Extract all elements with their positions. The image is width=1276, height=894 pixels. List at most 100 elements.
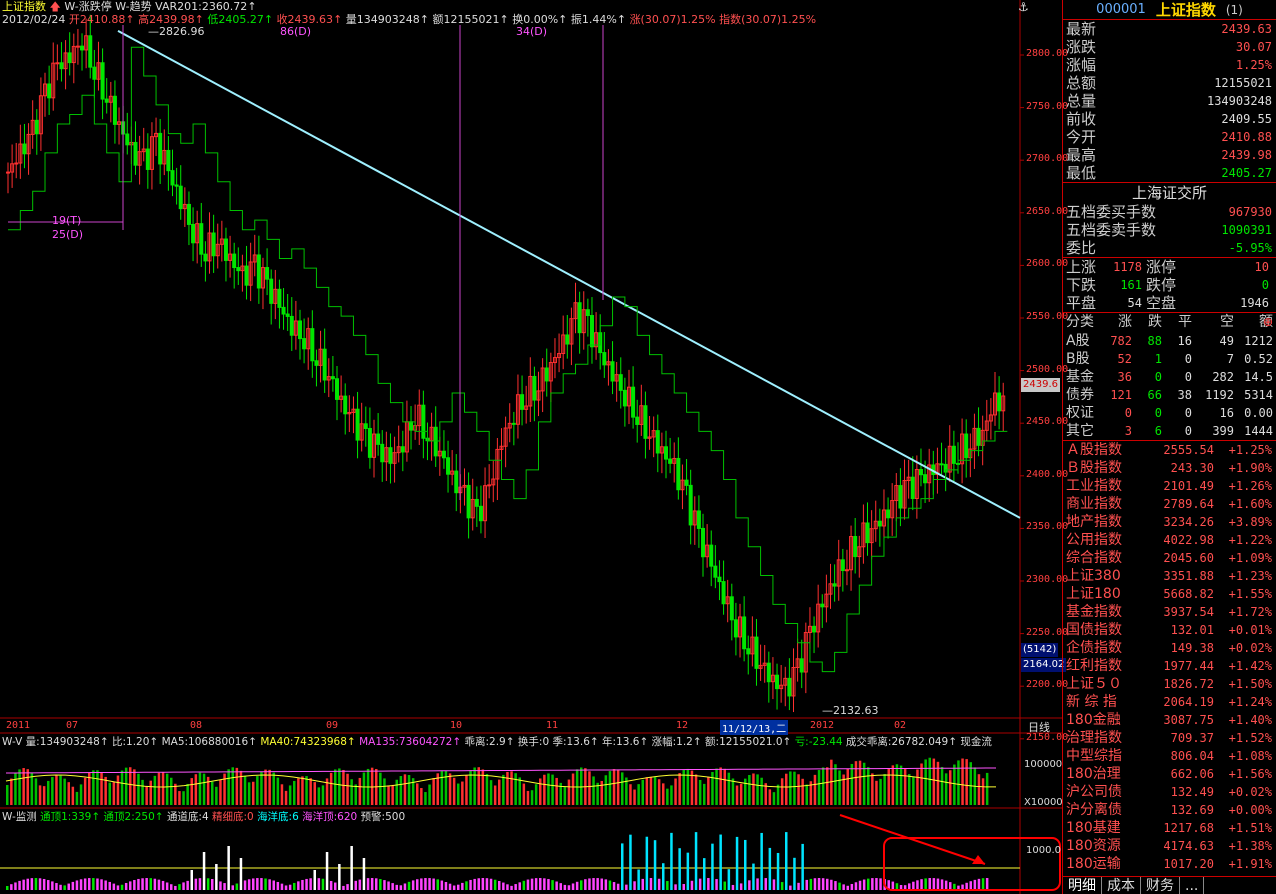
category-label: A股 [1066,333,1090,349]
volume-bar [391,784,394,805]
index-row[interactable]: 红利指数 1977.44 +1.42% [1063,657,1276,675]
volume-bar [358,777,362,805]
index-row[interactable]: 综合指数 2045.60 +1.09% [1063,549,1276,567]
price-tick: 2500.00 [1026,363,1069,375]
index-row[interactable]: 上证５０ 1826.72 +1.50% [1063,675,1276,693]
category-header-cell: 跌 [1148,314,1162,330]
monitor-name[interactable]: W-监测 [2,811,37,823]
candle-body [721,581,726,605]
volume-bar [629,784,632,805]
index-row[interactable]: Ｂ股指数 243.30 +1.90% [1063,459,1276,477]
period-label[interactable]: 日线 [1028,721,1050,734]
monitor-bar [936,878,940,890]
monitor-bar [621,843,624,890]
anchor-icon[interactable]: ⚓ [1018,0,1029,14]
volume-bar [707,777,710,805]
monitor-bar [247,879,251,890]
monitor-bar [375,878,378,890]
date-tick: 12 [676,720,689,731]
indicator-name-2[interactable]: W-趋势 [115,0,152,13]
quote-value: 2405.27 [1221,166,1272,180]
index-name: 红利指数 [1066,658,1122,674]
quote-value: 30.07 [1235,40,1272,54]
category-row[interactable]: B股 52 1 0 7 0.52 [1063,350,1276,368]
chart-canvas[interactable] [0,0,1062,894]
index-row[interactable]: 工业指数 2101.49 +1.26% [1063,477,1276,495]
category-empty: 282 [1212,370,1234,384]
vol-ma135: MA135:73604272 [359,736,453,748]
index-list[interactable]: Ａ股指数 2555.54 +1.25% Ｂ股指数 243.30 +1.90% 工业指数 210… [1063,441,1276,873]
index-row[interactable]: 沪分离债 132.69 +0.00% [1063,801,1276,819]
index-row[interactable]: 企债指数 149.38 +0.02% [1063,639,1276,657]
candle-body [779,684,784,690]
price-tick: 2350.00 [1026,521,1069,533]
sidebar-tab[interactable]: 明细 [1063,877,1102,894]
index-row[interactable]: 新 综 指 2064.19 +1.24% [1063,693,1276,711]
volume-bar [670,785,673,805]
monitor-bar [489,878,493,890]
index-row[interactable]: 地产指数 3234.26 +3.89% [1063,513,1276,531]
volume-bar [124,767,128,805]
index-row[interactable]: 基金指数 3937.54 +1.72% [1063,603,1276,621]
volume-bar [399,776,403,805]
monitor-bar [744,839,747,890]
category-row[interactable]: 债券 121 66 38 1192 5314 [1063,386,1276,404]
index-row[interactable]: 180基建 1217.68 +1.51% [1063,819,1276,837]
monitor-bar [457,884,460,890]
category-amount: 0.52 [1244,352,1273,366]
index-change: +1.24% [1228,695,1272,709]
candle-body [104,98,109,103]
candle-body [396,446,401,454]
vol-indicator-name[interactable]: W-V [2,736,23,748]
index-row[interactable]: 国债指数 132.01 +0.01% [1063,621,1276,639]
volume-bar [916,769,919,805]
index-value: 2045.60 [1163,551,1214,565]
volume-bar [170,777,173,805]
volume-bar [108,782,111,805]
monitor-bar [596,878,599,890]
monitor-bar [120,884,124,890]
category-row[interactable]: 权证 0 0 0 16 0.00 [1063,404,1276,422]
index-row[interactable]: 治理指数 709.37 +1.52% [1063,729,1276,747]
index-row[interactable]: 沪公司债 132.49 +0.02% [1063,783,1276,801]
sidebar-tab[interactable]: 财务 [1141,877,1180,894]
index-row[interactable]: 180金融 3087.75 +1.40% [1063,711,1276,729]
volume-bar [625,777,628,805]
monitor-bar [165,882,169,890]
category-row[interactable]: 其它 3 6 0 399 1444 [1063,422,1276,440]
vol-ma5: MA5:106880016 [161,736,249,748]
volume-bar [424,792,427,805]
indicator-name-1[interactable]: W-涨跌停 [64,0,112,13]
index-value: 3087.75 [1163,713,1214,727]
index-row[interactable]: 中型综指 806.04 +1.08% [1063,747,1276,765]
monitor-bar [420,878,423,890]
vol-loss: 亏:-23.44 [794,736,843,748]
index-row[interactable]: 上证380 3351.88 +1.23% [1063,567,1276,585]
monitor-bar [288,884,292,890]
sidebar-tab[interactable]: ... [1180,877,1205,894]
annotation-arrowhead [972,855,985,864]
index-row[interactable]: 180治理 662.06 +1.56% [1063,765,1276,783]
candle-body [289,315,294,336]
kline-chart-area[interactable]: 上证指数 🡅 W-涨跌停 W-趋势 VAR201:2360.72↑ 2012/0… [0,0,1068,894]
index-row[interactable]: Ａ股指数 2555.54 +1.25% [1063,441,1276,459]
index-row[interactable]: 上证180 5668.82 +1.55% [1063,585,1276,603]
sidebar-tab[interactable]: 成本 [1102,877,1141,894]
index-row[interactable]: 180资源 4174.63 +1.38% [1063,837,1276,855]
volume-bar [354,784,357,805]
volume-bar [325,778,329,805]
index-row[interactable]: 公用指数 4022.98 +1.22% [1063,531,1276,549]
candle-body [520,394,525,410]
category-row[interactable]: 基金 36 0 0 282 14.5 [1063,368,1276,386]
category-row[interactable]: A股 782 88 16 49 1212 [1063,332,1276,350]
index-value: 2064.19 [1163,695,1214,709]
index-row[interactable]: 180运输 1017.20 +1.91% [1063,855,1276,873]
monitor-bar [170,884,173,890]
volume-bar [764,783,767,805]
monitor-bar [977,878,981,890]
add-icon[interactable]: ⊕ [1262,315,1273,329]
index-row[interactable]: 商业指数 2789.64 +1.60% [1063,495,1276,513]
quote-label: 涨跌 [1066,38,1097,56]
volume-bar [346,773,349,805]
monitor-bar [879,878,882,890]
